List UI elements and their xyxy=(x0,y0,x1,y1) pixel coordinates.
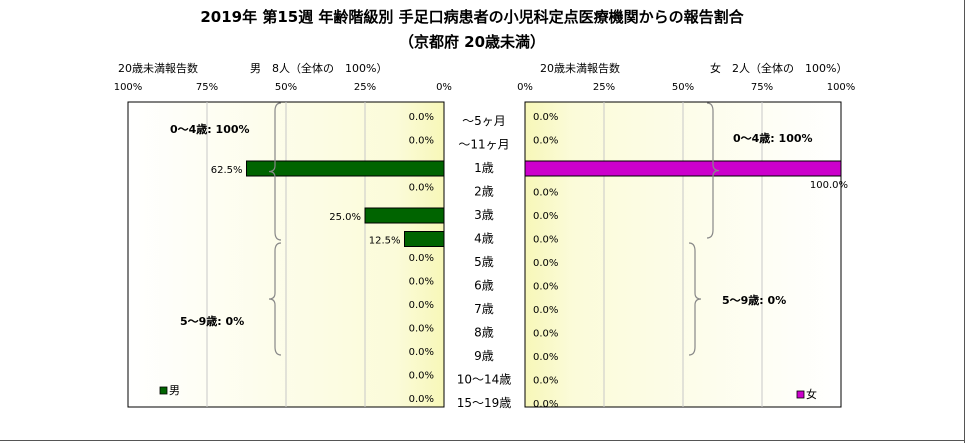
female-value-label-11: 0.0% xyxy=(533,376,558,387)
category-label-8: 7歳 xyxy=(474,302,494,316)
left-header-label: 20歳未満報告数 xyxy=(118,62,198,75)
right-group-0-label: 0～4歳: 100% xyxy=(733,131,813,145)
female-value-label-10: 0.0% xyxy=(533,352,558,363)
category-label-5: 4歳 xyxy=(474,232,494,246)
male-value-label-8: 0.0% xyxy=(409,300,434,311)
female-value-label-2: 100.0% xyxy=(810,180,848,191)
category-label-6: 5歳 xyxy=(474,255,494,269)
group-brackets xyxy=(268,102,720,356)
female-value-label-7: 0.0% xyxy=(533,282,558,293)
right-bracket-5-9 xyxy=(688,242,702,356)
left-group-1-label: 5～9歳: 0% xyxy=(180,314,244,328)
category-label-11: 10～14歳 xyxy=(457,373,512,387)
male-value-label-3: 0.0% xyxy=(409,183,434,194)
right-header-count: 女 2人（全体の 100%） xyxy=(710,61,847,75)
category-label-4: 3歳 xyxy=(474,208,494,222)
left-group-0-label: 0～4歳: 100% xyxy=(170,122,250,136)
male-value-label-1: 0.0% xyxy=(409,136,434,147)
right-tick-label-3: 75% xyxy=(751,82,773,93)
male-bar-2 xyxy=(246,160,445,177)
value-labels: 0.0% 0.0% 0.0% 0.0% 62.5% 100.0% 0.0% 0.0% 25.0%… xyxy=(211,112,848,410)
male-value-label-7: 0.0% xyxy=(409,277,434,288)
female-value-label-0: 0.0% xyxy=(533,112,558,123)
male-value-label-9: 0.0% xyxy=(409,324,434,335)
left-tick-label-1: 75% xyxy=(196,82,218,93)
right-group-1-label: 5～9歳: 0% xyxy=(722,293,786,307)
category-label-0: ～5ヶ月 xyxy=(462,114,506,128)
category-label-1: ～11ヶ月 xyxy=(458,138,509,152)
right-tick-label-0: 0% xyxy=(517,82,533,93)
male-value-label-12: 0.0% xyxy=(409,394,434,405)
chart-subtitle: （京都府 20歳未満） xyxy=(399,33,545,51)
male-value-label-0: 0.0% xyxy=(409,112,434,123)
female-value-label-4: 0.0% xyxy=(533,211,558,222)
male-bar-5 xyxy=(404,231,445,247)
left-bracket-5-9 xyxy=(268,242,282,356)
left-header-count: 男 8人（全体の 100%） xyxy=(250,61,387,75)
legend-swatch-female xyxy=(796,390,805,399)
chart-title: 2019年 第15週 年齢階級別 手足口病患者の小児科定点医療機関からの報告割合 xyxy=(200,8,744,26)
female-value-label-3: 0.0% xyxy=(533,188,558,199)
male-value-label-4: 25.0% xyxy=(329,212,361,223)
male-value-label-10: 0.0% xyxy=(409,347,434,358)
legend-label-male: 男 xyxy=(169,384,180,397)
female-value-label-8: 0.0% xyxy=(533,305,558,316)
frame-bottom-edge xyxy=(0,440,965,441)
male-value-label-6: 0.0% xyxy=(409,253,434,264)
category-label-7: 6歳 xyxy=(474,279,494,293)
category-label-2: 1歳 xyxy=(474,161,494,175)
right-tick-label-2: 50% xyxy=(672,82,694,93)
male-value-label-11: 0.0% xyxy=(409,371,434,382)
left-tick-label-3: 25% xyxy=(354,82,376,93)
female-bar-2 xyxy=(524,160,842,177)
frame-right-edge xyxy=(964,0,965,443)
male-value-label-5: 12.5% xyxy=(369,236,401,247)
left-tick-label-4: 0% xyxy=(436,82,452,93)
right-header-label: 20歳未満報告数 xyxy=(540,62,620,75)
category-label-9: 8歳 xyxy=(474,326,494,340)
male-value-label-2: 62.5% xyxy=(211,165,243,176)
bar-series xyxy=(246,160,842,247)
category-label-12: 15～19歳 xyxy=(457,396,512,410)
legend-label-female: 女 xyxy=(806,387,817,401)
female-value-label-9: 0.0% xyxy=(533,329,558,340)
left-tick-label-2: 50% xyxy=(275,82,297,93)
right-tick-label-1: 25% xyxy=(593,82,615,93)
female-value-label-5: 0.0% xyxy=(533,235,558,246)
axis-ticks: 100% 75% 50% 25% 0% 0% 25% 50% 75% 100% xyxy=(114,82,856,93)
legend-swatch-male xyxy=(159,386,168,395)
left-tick-label-0: 100% xyxy=(114,82,143,93)
gridlines xyxy=(206,102,763,407)
category-label-3: 2歳 xyxy=(474,185,494,199)
female-value-label-1: 0.0% xyxy=(533,136,558,147)
category-labels: ～5ヶ月 ～11ヶ月 1歳 2歳 3歳 4歳 5歳 6歳 7歳 8歳 9歳 10～14歳 15～19歳 xyxy=(457,114,512,410)
female-value-label-12: 0.0% xyxy=(533,399,558,410)
left-bracket-0-4 xyxy=(268,102,282,241)
category-label-10: 9歳 xyxy=(474,349,494,363)
right-bracket-0-4 xyxy=(706,102,720,239)
right-tick-label-4: 100% xyxy=(827,82,856,93)
male-bar-4 xyxy=(364,207,445,224)
female-value-label-6: 0.0% xyxy=(533,258,558,269)
